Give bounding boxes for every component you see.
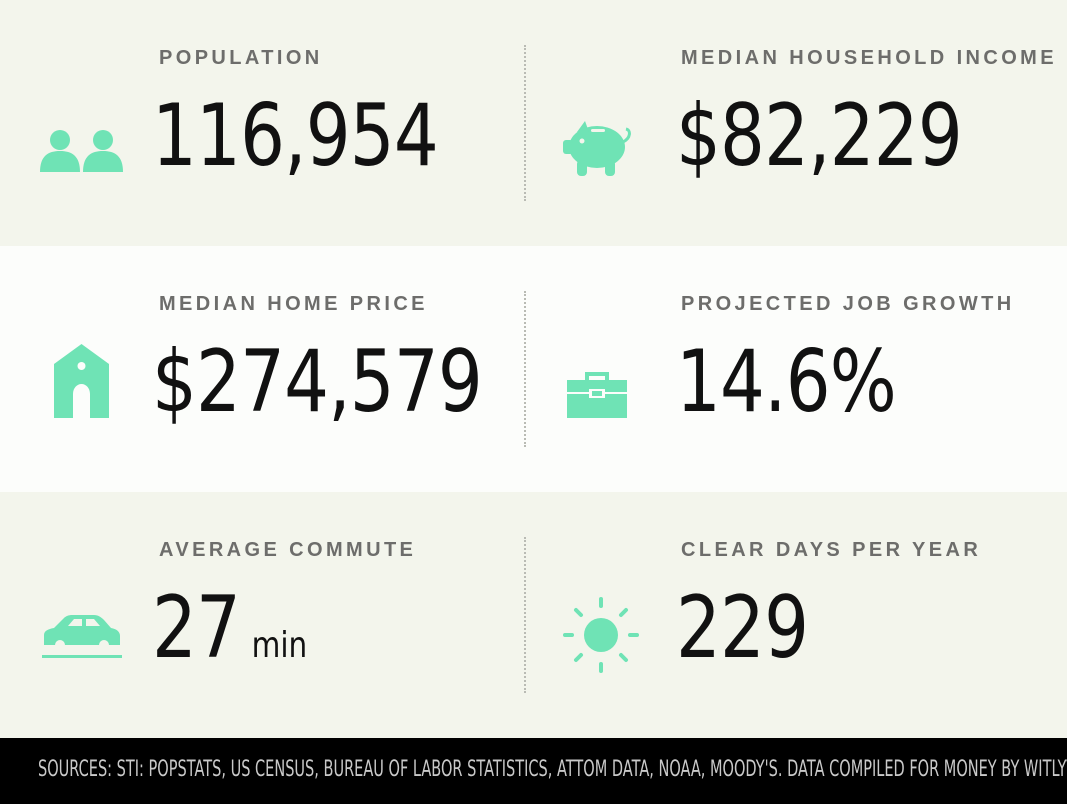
job-growth-stat: PROJECTED JOB GROWTH 14.6% — [0, 246, 1067, 492]
commute-unit: min — [251, 625, 308, 666]
job-growth-value: 14.6% — [676, 332, 897, 432]
piggy-bank-icon — [563, 121, 631, 176]
clear-days-value: 229 — [676, 578, 809, 678]
income-label: MEDIAN HOUSEHOLD INCOME — [681, 47, 1057, 69]
people-icon — [40, 130, 123, 172]
commute-number: 27 — [152, 578, 241, 678]
sources-text: SOURCES: STI: POPSTATS, US CENSUS, BUREA… — [38, 757, 1067, 782]
commute-value: 27 min — [152, 578, 307, 696]
stats-row-3: AVERAGE COMMUTE 27 min CLEAR DAYS PER YEA… — [0, 492, 1067, 738]
population-label: POPULATION — [159, 47, 323, 69]
job-growth-label: PROJECTED JOB GROWTH — [681, 293, 1015, 315]
sources-footer: SOURCES: STI: POPSTATS, US CENSUS, BUREA… — [0, 738, 1067, 804]
car-icon — [42, 615, 122, 658]
commute-stat: AVERAGE COMMUTE 27 min — [0, 492, 1067, 738]
clear-days-label: CLEAR DAYS PER YEAR — [681, 539, 982, 561]
commute-label: AVERAGE COMMUTE — [159, 539, 417, 561]
home-price-stat: MEDIAN HOME PRICE $274,579 — [0, 246, 1067, 492]
sun-icon — [563, 597, 639, 673]
home-price-value: $274,579 — [152, 332, 483, 432]
column-divider — [524, 537, 526, 693]
stats-row-1: POPULATION 116,954 MEDIAN HOUSEHOLD INCO… — [0, 0, 1067, 246]
population-stat: POPULATION 116,954 — [0, 0, 1067, 246]
column-divider — [524, 291, 526, 447]
house-icon — [54, 344, 109, 418]
population-value: 116,954 — [152, 86, 439, 186]
income-value: $82,229 — [676, 86, 963, 186]
home-price-label: MEDIAN HOME PRICE — [159, 293, 428, 315]
income-stat: MEDIAN HOUSEHOLD INCOME $82,229 — [0, 0, 1067, 246]
stats-row-2: MEDIAN HOME PRICE $274,579 PROJECTED JOB… — [0, 246, 1067, 492]
clear-days-stat: CLEAR DAYS PER YEAR 229 — [0, 492, 1067, 738]
column-divider — [524, 45, 526, 201]
briefcase-icon — [567, 372, 627, 418]
